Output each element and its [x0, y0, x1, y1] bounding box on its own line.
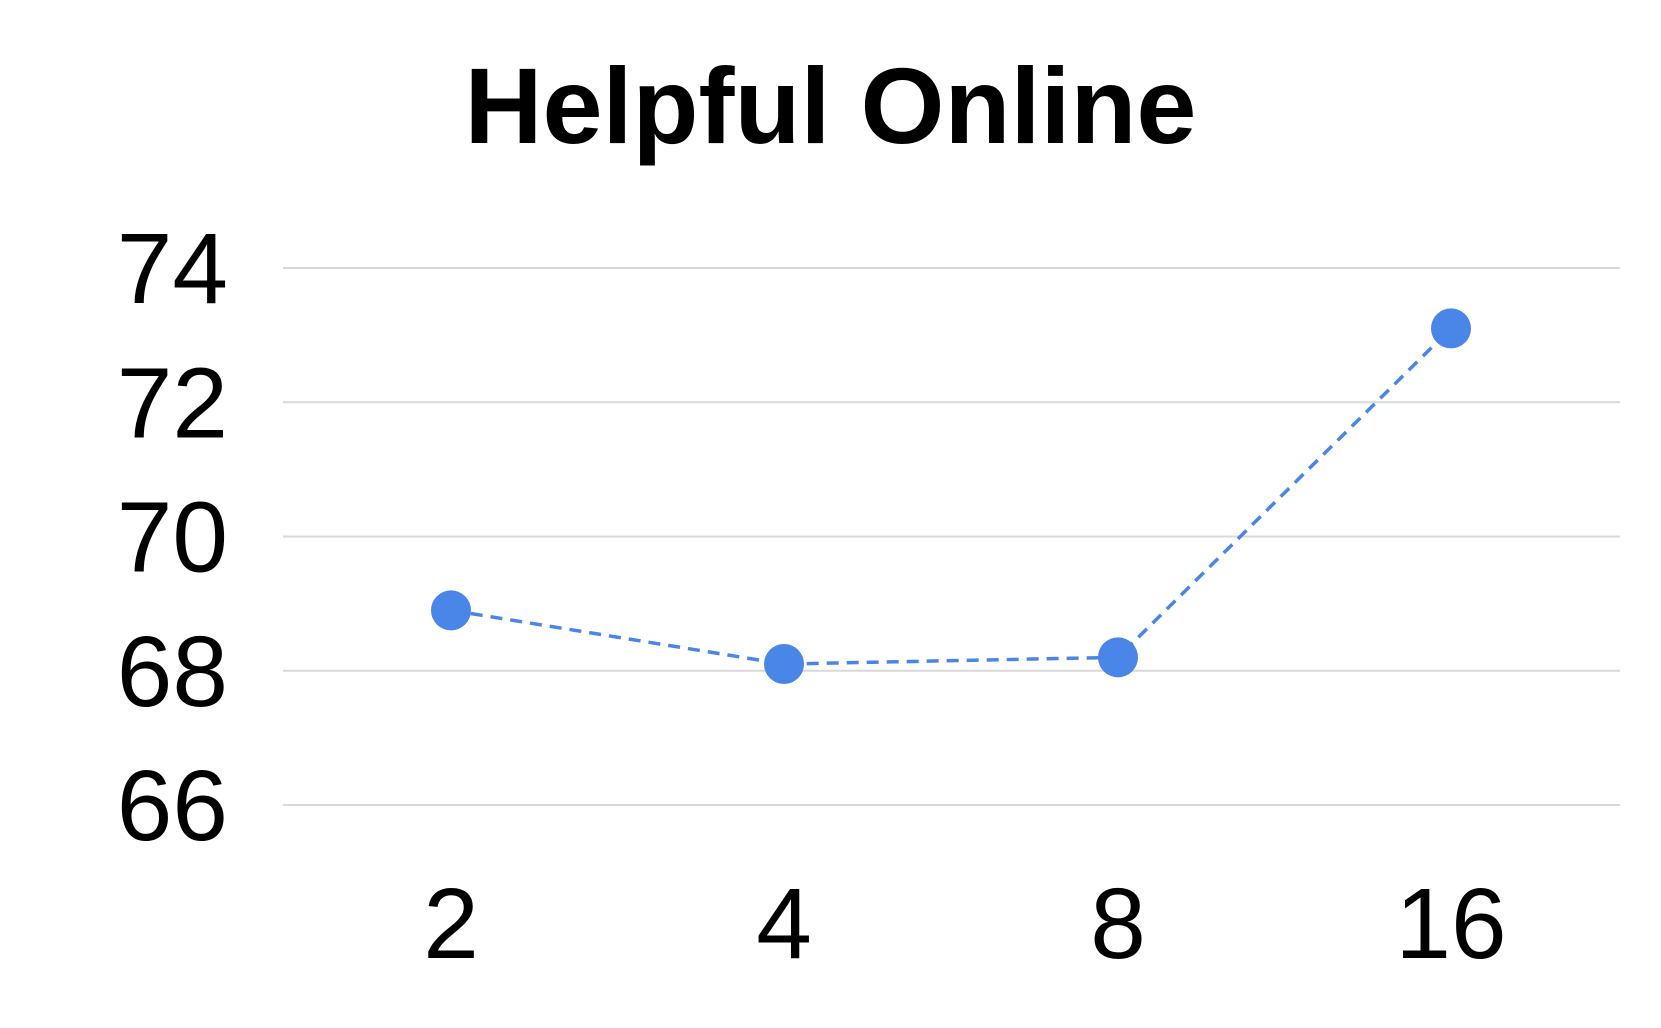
data-point: [431, 590, 471, 631]
x-tick-label: 8: [1090, 868, 1146, 980]
data-point: [764, 644, 804, 685]
x-tick-label: 4: [756, 868, 812, 980]
series-line: [450, 327, 1453, 666]
series-layer: [431, 308, 1471, 685]
x-axis-tick-labels: 2 4 8 16: [423, 868, 1506, 980]
data-point: [1431, 308, 1471, 349]
chart-title: Helpful Online: [464, 45, 1197, 166]
gridlines: [283, 267, 1620, 806]
data-point: [1098, 637, 1138, 678]
y-axis-tick-labels: 66 68 70 72 74: [117, 213, 228, 862]
x-tick-label: 2: [423, 868, 479, 980]
y-tick-label: 66: [117, 750, 228, 862]
y-tick-label: 70: [117, 482, 228, 594]
y-tick-label: 74: [117, 213, 228, 325]
y-tick-label: 68: [117, 616, 228, 728]
x-tick-label: 16: [1395, 868, 1506, 980]
y-tick-label: 72: [117, 347, 228, 459]
